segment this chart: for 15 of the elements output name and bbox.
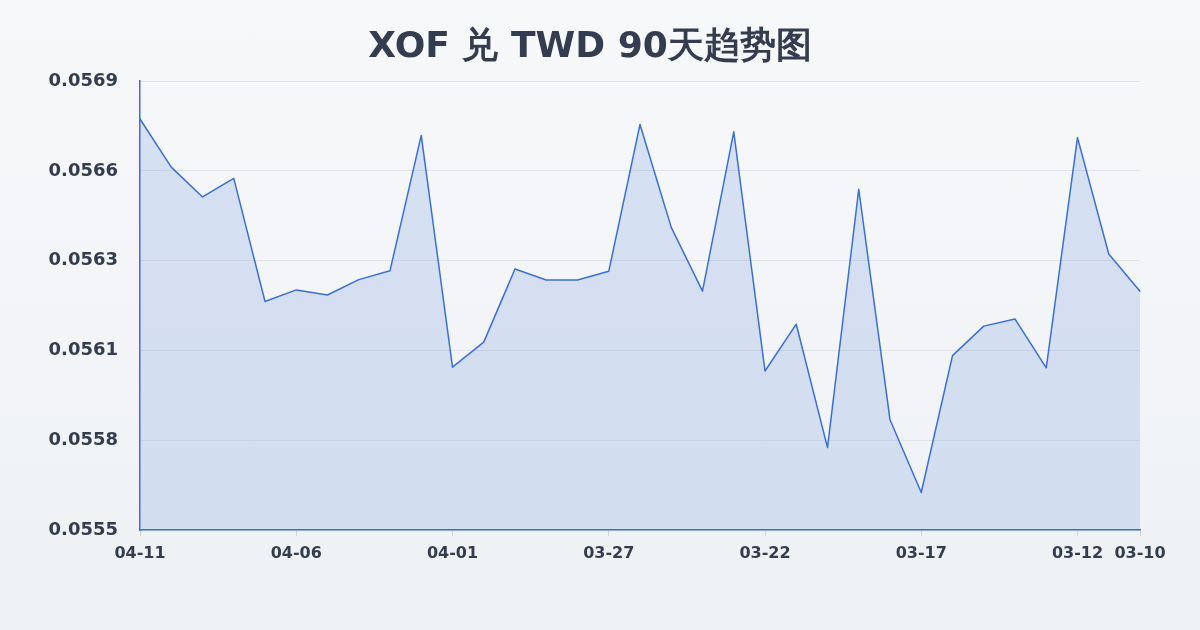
x-tick-label: 03-12 <box>1051 542 1104 562</box>
y-tick-label: 0.0563 <box>48 248 118 270</box>
y-tick-label: 0.0558 <box>48 427 118 449</box>
y-tick-label: 0.0555 <box>48 517 118 539</box>
y-tick-label: 0.0569 <box>48 68 118 90</box>
x-tick-label: 03-22 <box>739 542 791 562</box>
x-tick-label: 04-01 <box>426 542 479 562</box>
x-tick-label: 03-17 <box>895 542 947 562</box>
x-tick-label: 04-06 <box>270 542 322 562</box>
x-tick-label: 03-10 <box>1114 542 1166 562</box>
y-tick-label: 0.0561 <box>48 338 118 360</box>
chart-title: XOF 兑 TWD 90天趋势图 <box>368 23 812 65</box>
x-tick-label: 04-11 <box>114 542 166 562</box>
y-tick-label: 0.0566 <box>48 158 118 180</box>
x-tick-label: 03-27 <box>583 542 635 562</box>
